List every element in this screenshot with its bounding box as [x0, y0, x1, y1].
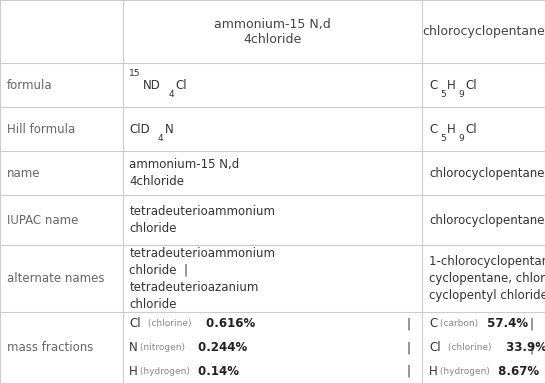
Text: C: C — [429, 318, 437, 331]
Text: N: N — [129, 341, 138, 354]
Text: (chlorine): (chlorine) — [145, 319, 191, 329]
Text: 57.4%: 57.4% — [483, 318, 529, 331]
Text: Cl: Cl — [175, 79, 187, 92]
Text: (carbon): (carbon) — [437, 319, 478, 329]
Text: |: | — [407, 365, 411, 378]
Text: (nitrogen): (nitrogen) — [137, 343, 185, 352]
Text: Cl: Cl — [465, 79, 477, 92]
Text: 33.9%: 33.9% — [502, 341, 545, 354]
Text: ammonium-15 N,d
4chloride: ammonium-15 N,d 4chloride — [214, 18, 331, 46]
Text: chlorocyclopentane: chlorocyclopentane — [429, 214, 544, 227]
Text: name: name — [7, 167, 40, 180]
Text: 4: 4 — [168, 90, 174, 99]
Text: |: | — [407, 341, 411, 354]
Text: Cl: Cl — [465, 123, 477, 136]
Text: C: C — [429, 79, 437, 92]
Text: formula: formula — [7, 79, 52, 92]
Text: |: | — [529, 318, 534, 331]
Text: H: H — [447, 123, 456, 136]
Text: tetradeuterioammonium
chloride  |
tetradeuterioazanium
chloride: tetradeuterioammonium chloride | tetrade… — [129, 247, 275, 311]
Text: (hydrogen): (hydrogen) — [437, 367, 490, 376]
Text: 5: 5 — [440, 134, 446, 143]
Text: chlorocyclopentane: chlorocyclopentane — [429, 167, 544, 180]
Text: 15: 15 — [129, 69, 141, 78]
Text: tetradeuterioammonium
chloride: tetradeuterioammonium chloride — [129, 205, 275, 235]
Text: (chlorine): (chlorine) — [445, 343, 491, 352]
Text: 1-chlorocyclopentane  |
cyclopentane, chloro-  |
cyclopentyl chloride: 1-chlorocyclopentane | cyclopentane, chl… — [429, 255, 545, 302]
Text: mass fractions: mass fractions — [7, 341, 93, 354]
Text: 0.616%: 0.616% — [202, 318, 255, 331]
Text: Cl: Cl — [429, 341, 440, 354]
Text: alternate names: alternate names — [7, 272, 104, 285]
Text: H: H — [447, 79, 456, 92]
Text: 4: 4 — [158, 134, 164, 143]
Text: 0.244%: 0.244% — [194, 341, 247, 354]
Text: 9: 9 — [458, 90, 464, 99]
Text: H: H — [429, 365, 438, 378]
Text: C: C — [429, 123, 437, 136]
Text: Cl: Cl — [129, 318, 141, 331]
Text: 0.14%: 0.14% — [194, 365, 239, 378]
Text: 9: 9 — [458, 134, 464, 143]
Text: (hydrogen): (hydrogen) — [137, 367, 190, 376]
Text: Hill formula: Hill formula — [7, 123, 75, 136]
Text: H: H — [129, 365, 138, 378]
Text: ClD: ClD — [129, 123, 150, 136]
Text: N: N — [165, 123, 174, 136]
Text: |: | — [407, 318, 411, 331]
Text: IUPAC name: IUPAC name — [7, 214, 78, 227]
Text: ammonium-15 N,d
4chloride: ammonium-15 N,d 4chloride — [129, 158, 239, 188]
Text: 8.67%: 8.67% — [494, 365, 539, 378]
Text: chlorocyclopentane: chlorocyclopentane — [422, 25, 545, 38]
Text: ND: ND — [143, 79, 161, 92]
Text: 5: 5 — [440, 90, 446, 99]
Text: |: | — [529, 341, 534, 354]
